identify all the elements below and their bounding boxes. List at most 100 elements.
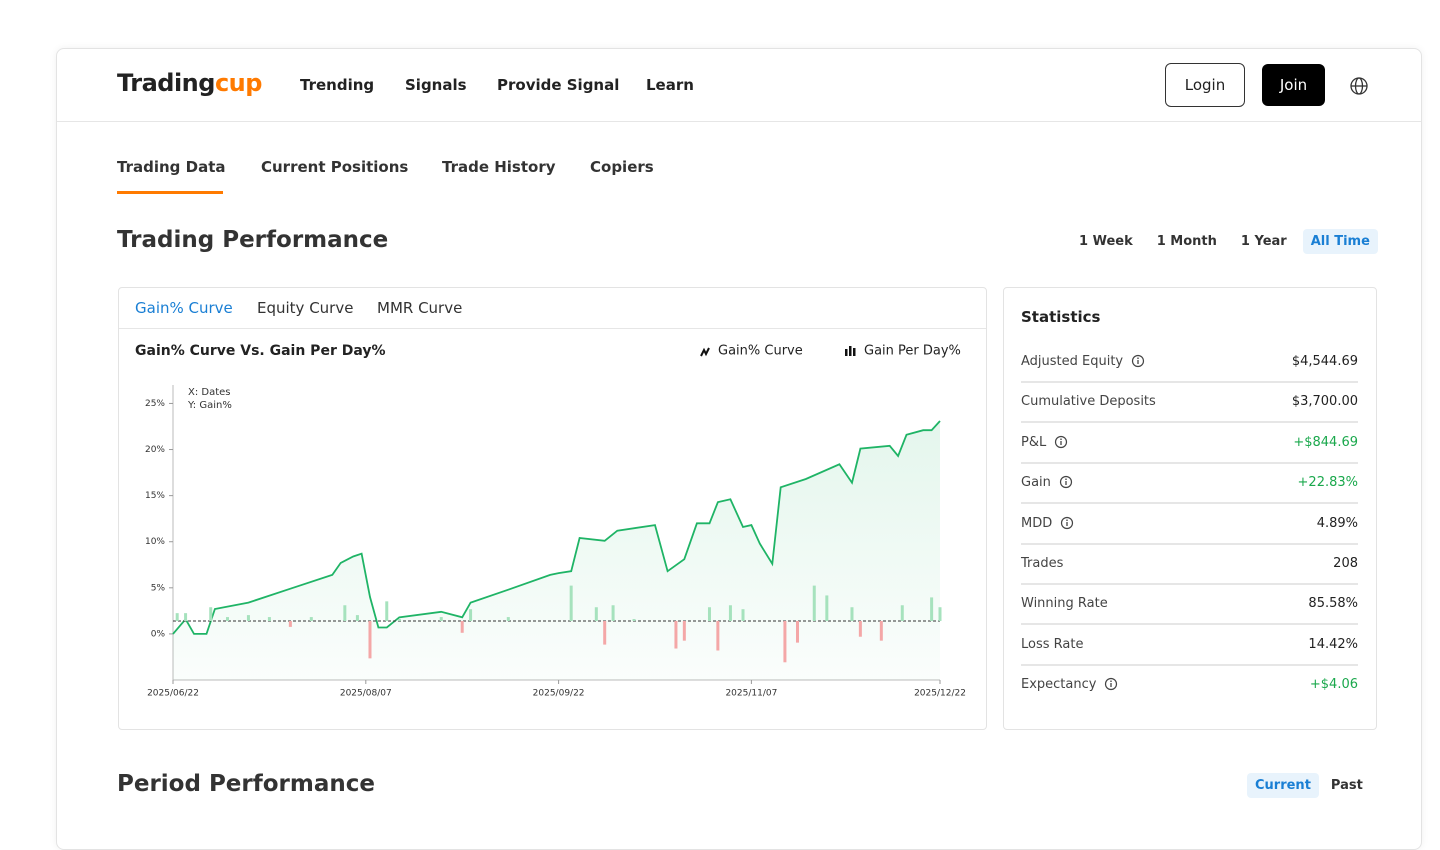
period-selector: Current Past	[1247, 773, 1371, 798]
stat-value: 4.89%	[1316, 515, 1358, 531]
bar	[825, 595, 829, 621]
stat-row: Loss Rate 14.42%	[1021, 624, 1358, 666]
bar	[795, 621, 799, 643]
nav-link[interactable]: Trending	[300, 76, 375, 94]
bar	[611, 605, 615, 621]
stat-value: +22.83%	[1297, 475, 1358, 491]
stat-row: Expectancy +$4.06	[1021, 664, 1358, 704]
stat-label: Loss Rate	[1021, 636, 1084, 652]
page: Tradingcup Trending Signals Provide Sign…	[56, 48, 1422, 850]
y-tick-label: 5%	[151, 583, 166, 593]
brand[interactable]: Tradingcup	[117, 69, 262, 97]
bar	[309, 617, 313, 621]
stat-row: Trades 208	[1021, 543, 1358, 585]
bar	[879, 621, 883, 641]
stat-label: Expectancy	[1021, 677, 1097, 693]
info-icon[interactable]	[1060, 516, 1074, 530]
info-icon[interactable]	[1131, 354, 1145, 368]
range-option[interactable]: 1 Week	[1079, 234, 1133, 249]
nav-link[interactable]: Learn	[646, 76, 694, 94]
stat-label: P&L	[1021, 434, 1047, 450]
brand-text: cup	[214, 69, 263, 97]
y-tick-label: 10%	[145, 537, 165, 547]
info-icon[interactable]	[1104, 677, 1118, 691]
stat-label: Winning Rate	[1021, 596, 1108, 612]
chart: Gain% Curve Vs. Gain Per Day% Gain% Curv…	[135, 343, 966, 699]
y-tick-label: 25%	[145, 399, 165, 409]
bar	[682, 621, 686, 641]
area	[173, 421, 940, 680]
y-tick-label: 0%	[151, 629, 166, 639]
nav-link[interactable]: Provide Signal	[497, 76, 620, 94]
bar	[355, 615, 359, 621]
bar	[930, 597, 934, 621]
stat-value: +$844.69	[1293, 434, 1358, 450]
section-title: Trading Performance	[117, 227, 389, 253]
stat-row: Gain +22.83%	[1021, 462, 1358, 505]
period-option[interactable]: Past	[1330, 778, 1363, 793]
nav-link[interactable]: Signals	[405, 76, 467, 94]
stat-row: Winning Rate 85.58%	[1021, 583, 1358, 626]
main-card: Tradingcup Trending Signals Provide Sign…	[56, 48, 1422, 850]
stat-label: Gain	[1021, 475, 1051, 491]
bar	[850, 607, 854, 621]
stat-label: Trades	[1021, 556, 1064, 571]
bar	[812, 585, 816, 621]
bar	[506, 617, 510, 621]
brand-text: Trading	[117, 69, 215, 97]
bar	[783, 621, 787, 663]
chart-tab[interactable]: Gain% Curve	[135, 299, 233, 317]
bar	[728, 605, 732, 621]
bar	[569, 585, 573, 621]
bar	[603, 621, 607, 645]
chart-tab[interactable]: MMR Curve	[377, 299, 463, 317]
header: Tradingcup Trending Signals Provide Sign…	[57, 49, 1421, 122]
legend-label[interactable]: Gain% Curve	[718, 344, 803, 359]
annotation: X: Dates	[188, 387, 231, 398]
legend-label[interactable]: Gain Per Day%	[864, 344, 961, 359]
chart-tabs	[119, 288, 986, 329]
y-tick-label: 20%	[145, 445, 165, 455]
bar	[385, 601, 389, 621]
range-option[interactable]: 1 Year	[1240, 234, 1287, 249]
globe-icon[interactable]	[1349, 76, 1369, 96]
join-button[interactable]: Join	[1262, 64, 1325, 106]
x-tick-label: 2025/11/07	[725, 689, 777, 699]
bar	[397, 619, 401, 621]
bar	[716, 621, 720, 651]
bar	[594, 607, 598, 621]
stat-value: +$4.06	[1309, 677, 1358, 693]
bar	[938, 607, 942, 621]
legend-icon	[845, 346, 856, 356]
bar	[288, 621, 292, 627]
stat-row: MDD 4.89%	[1021, 503, 1358, 545]
chart-title: Gain% Curve Vs. Gain Per Day%	[135, 343, 386, 359]
tab[interactable]: Trading Data	[117, 158, 226, 176]
statistics-title: Statistics	[1021, 308, 1101, 326]
info-icon[interactable]	[1059, 475, 1073, 489]
y-tick-label: 15%	[145, 491, 165, 501]
x-tick-label: 2025/06/22	[147, 689, 199, 699]
bar	[858, 621, 862, 637]
range-option[interactable]: 1 Month	[1156, 234, 1217, 249]
bar	[741, 609, 745, 621]
tab[interactable]: Copiers	[590, 158, 654, 176]
tab[interactable]: Trade History	[442, 158, 556, 176]
tab[interactable]: Current Positions	[261, 158, 409, 176]
x-tick-label: 2025/08/07	[340, 689, 392, 699]
bar	[632, 619, 636, 621]
stat-row: P&L +$844.69	[1021, 422, 1358, 464]
bar	[184, 613, 188, 621]
stat-label: Adjusted Equity	[1021, 354, 1124, 369]
legend-icon	[700, 347, 710, 357]
chart-tab[interactable]: Equity Curve	[257, 299, 354, 317]
bar	[267, 617, 271, 621]
section-title: Period Performance	[117, 771, 375, 797]
range-option[interactable]: All Time	[1302, 229, 1378, 254]
x-tick-label: 2025/12/22	[914, 689, 966, 699]
login-button[interactable]: Login	[1165, 63, 1245, 107]
period-option[interactable]: Current	[1247, 773, 1319, 798]
range-selector: 1 Week 1 Month 1 Year All Time	[1071, 229, 1378, 254]
bar	[674, 621, 678, 649]
info-icon[interactable]	[1054, 435, 1068, 449]
